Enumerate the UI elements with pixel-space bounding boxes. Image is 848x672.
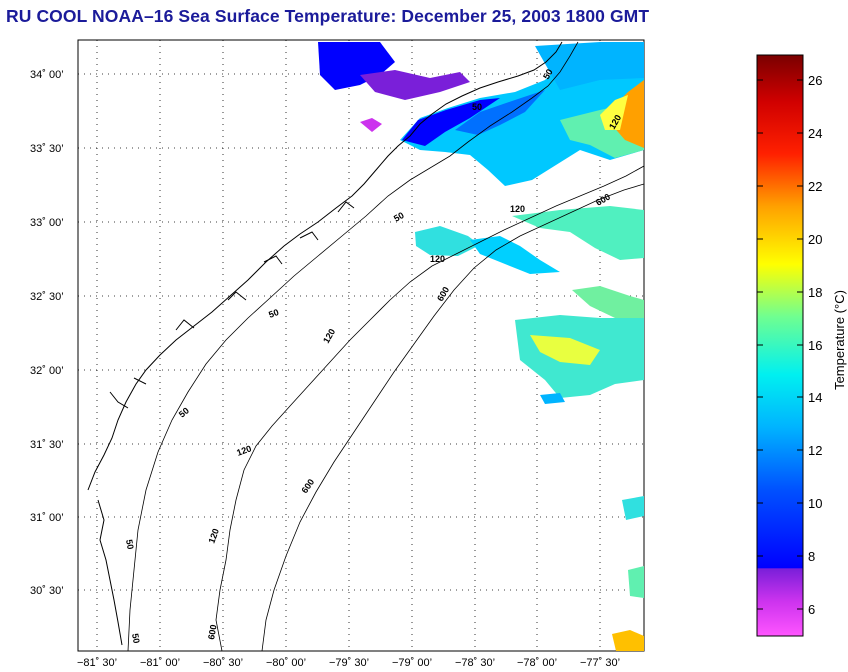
map-title: RU COOL NOAA–16 Sea Surface Temperature:… [6, 6, 650, 26]
longitude-axis: −81˚ 30’ −81˚ 00’ −80˚ 30’ −80˚ 00’ −79˚… [77, 657, 620, 669]
longitude-label: −78˚ 00’ [517, 657, 557, 669]
isobath-label: 50 [541, 67, 555, 81]
longitude-label: −78˚ 30’ [455, 657, 495, 669]
isobath-label: 50 [124, 539, 136, 551]
latitude-label: 30˚ 30’ [30, 585, 64, 597]
sst-patch-south-6 [612, 630, 644, 651]
latitude-label: 32˚ 30’ [30, 291, 64, 303]
sst-patch-small-purple [360, 118, 382, 132]
colorbar-tick-label: 26 [808, 73, 822, 88]
latitude-label: 33˚ 30’ [30, 143, 64, 155]
latitude-label: 31˚ 30’ [30, 439, 64, 451]
latitude-axis: 34˚ 00’ 33˚ 30’ 33˚ 00’ 32˚ 30’ 32˚ 00’ … [30, 69, 64, 597]
colorbar-gradient [756, 54, 804, 637]
isobath-600 [261, 183, 644, 651]
sst-patch-north-purple [360, 70, 470, 100]
colorbar-ticks [757, 79, 803, 610]
longitude-label: −80˚ 30’ [203, 657, 243, 669]
sst-patch-south-2 [530, 335, 600, 365]
sst-patch-mid-3 [470, 236, 560, 274]
isobath-label: 50 [267, 307, 280, 320]
isobath-120 [215, 165, 644, 651]
sst-patch-yellow-edge [600, 95, 628, 130]
colorbar-tick-label: 24 [808, 126, 822, 141]
longitude-label: −80˚ 00’ [266, 657, 306, 669]
isobath-label: 120 [206, 527, 221, 545]
latitude-label: 33˚ 00’ [30, 217, 64, 229]
sst-patch-north-fringe [318, 42, 395, 90]
colorbar-tick-label: 14 [808, 390, 822, 405]
sst-patch-south-5 [628, 566, 644, 598]
longitude-label: −79˚ 00’ [392, 657, 432, 669]
coastline-inlets [97, 201, 355, 646]
colorbar-tick-label: 20 [808, 232, 822, 247]
isobath-label: 50 [177, 405, 191, 419]
latitude-label: 31˚ 00’ [30, 512, 64, 524]
sst-patch-mid-4 [572, 286, 644, 320]
isobath-label: 120 [510, 204, 525, 214]
coastline [87, 41, 563, 491]
isobath-label: 600 [206, 624, 218, 641]
latitude-label: 32˚ 00’ [30, 365, 64, 377]
sst-patch-ne-cyan [535, 42, 644, 90]
sst-patch-deep-blue [402, 98, 500, 146]
isobath-label: 50 [472, 102, 482, 112]
coastline-layer [87, 41, 563, 646]
colorbar-tick-label: 18 [808, 285, 822, 300]
colorbar: 6 8 10 12 14 16 18 20 22 24 26 Temperatu… [756, 54, 847, 637]
colorbar-tick-label: 16 [808, 338, 822, 353]
longitude-label: −79˚ 30’ [329, 657, 369, 669]
isobath-label: 50 [392, 210, 406, 224]
sst-patch-south-4 [622, 496, 644, 520]
sst-patch-mid-1 [415, 226, 480, 256]
sst-patch-south-3 [540, 393, 565, 404]
colorbar-tick-label: 6 [808, 602, 815, 617]
colorbar-tick-label: 10 [808, 496, 822, 511]
longitude-label: −81˚ 00’ [140, 657, 180, 669]
sst-data-layer [318, 42, 644, 651]
isobath-label: 50 [130, 633, 142, 645]
isobath-label: 120 [430, 254, 445, 264]
colorbar-tick-label: 22 [808, 179, 822, 194]
sst-patch-warm-edge [612, 80, 644, 148]
sst-patch-mid-2 [512, 206, 644, 260]
colorbar-tick-label: 12 [808, 443, 822, 458]
isobath-label: 120 [235, 443, 253, 458]
longitude-label: −81˚ 30’ [77, 657, 117, 669]
longitude-label: −77˚ 30’ [580, 657, 620, 669]
colorbar-label: Temperature (°C) [832, 290, 847, 390]
isobath-layer [127, 41, 644, 651]
sst-patch-blue-band [455, 90, 545, 135]
colorbar-tick-label: 8 [808, 549, 815, 564]
latitude-label: 34˚ 00’ [30, 69, 64, 81]
isobath-50 [127, 41, 579, 651]
